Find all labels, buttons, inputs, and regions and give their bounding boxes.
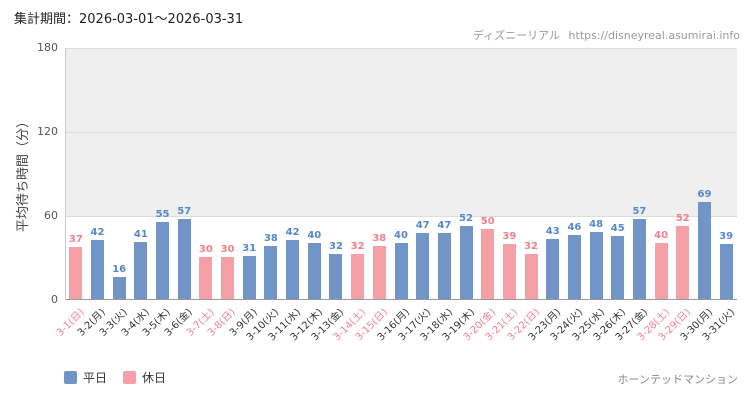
bar-value-label: 43 [545, 225, 560, 237]
bar-3-16(月) [394, 243, 408, 299]
gridline-60 [65, 216, 737, 217]
bar-3-7(土) [199, 257, 213, 299]
bar-3-9(月) [242, 255, 256, 299]
bar-3-4(水) [134, 241, 148, 299]
bar-value-label: 47 [437, 220, 452, 232]
gridline-180 [65, 48, 737, 49]
bar-3-5(木) [156, 222, 170, 299]
legend-swatch-weekday [64, 371, 77, 384]
bar-value-label: 57 [177, 206, 192, 218]
bar-value-label: 30 [220, 244, 235, 255]
bar-value-label: 48 [589, 218, 604, 230]
bar-value-label: 38 [372, 232, 387, 244]
plot-area: 37 3-1(日) 42 3-2(月) 16 3-3(火) 41 3-4(水) 55 3-5(木)… [55, 48, 737, 343]
bar-value-label: 46 [567, 221, 582, 233]
bar-3-21(土) [502, 244, 516, 299]
bar-3-24(火) [567, 234, 581, 299]
y-tick-label-180: 180 [37, 41, 58, 54]
bar-3-23(月) [546, 238, 560, 299]
bar-3-11(水) [286, 240, 300, 299]
bar-3-25(水) [589, 231, 603, 299]
bar-value-label: 52 [675, 213, 690, 225]
y-tick-label-120: 120 [37, 125, 58, 138]
bar-3-31(火) [719, 244, 733, 299]
bar-3-27(金) [632, 219, 646, 299]
bar-value-label: 57 [632, 206, 647, 218]
bar-3-1(日) [69, 247, 83, 299]
site-url: https://disneyreal.asumirai.info [568, 29, 740, 42]
bar-3-6(金) [177, 219, 191, 299]
bar-3-10(火) [264, 245, 278, 299]
bar-value-label: 45 [610, 223, 625, 234]
legend-label-holiday: 休日 [142, 371, 167, 385]
bar-3-2(月) [91, 240, 105, 299]
period-label: 集計期間：2026-03-01～2026-03-31 [14, 12, 244, 27]
bar-value-label: 16 [112, 263, 127, 275]
bar-3-18(水) [437, 233, 451, 299]
y-axis-line [65, 48, 66, 300]
bar-3-12(木) [307, 243, 321, 299]
bar-3-28(土) [654, 243, 668, 299]
x-axis-line [65, 299, 737, 300]
bar-value-label: 40 [394, 230, 408, 241]
bar-3-29(日) [676, 226, 690, 299]
bar-value-label: 41 [133, 228, 148, 240]
bar-value-label: 32 [328, 241, 343, 253]
bar-value-label: 30 [198, 244, 213, 255]
bar-value-label: 50 [480, 216, 495, 227]
bar-value-label: 40 [654, 230, 669, 241]
bar-value-label: 69 [697, 189, 712, 201]
bar-3-13(金) [329, 254, 343, 299]
bar-3-15(日) [372, 245, 386, 299]
bar-value-label: 52 [459, 213, 473, 225]
bar-3-26(木) [611, 236, 625, 299]
site-credit: ディズニーリアル https://disneyreal.asumirai.inf… [473, 27, 740, 43]
bar-value-label: 38 [263, 232, 278, 244]
bar-3-19(木) [459, 226, 473, 299]
bar-3-17(火) [416, 233, 430, 299]
legend: 平日 休日 [64, 369, 182, 386]
bar-value-label: 47 [415, 220, 430, 232]
bar-value-label: 40 [307, 230, 322, 241]
bar-3-3(火) [112, 276, 126, 299]
bar-value-label: 39 [502, 231, 517, 243]
bar-value-label: 32 [524, 241, 539, 253]
bar-value-label: 31 [242, 242, 257, 254]
y-tick-label-60: 60 [44, 209, 58, 222]
legend-swatch-holiday [123, 371, 137, 384]
bar-value-label: 55 [155, 209, 170, 220]
bar-value-label: 37 [68, 234, 83, 246]
bar-value-label: 32 [350, 241, 365, 253]
bar-value-label: 42 [285, 227, 300, 239]
bar-value-label: 39 [719, 231, 734, 243]
legend-label-weekday: 平日 [83, 371, 108, 385]
bar-3-30(月) [697, 202, 711, 299]
bar-3-20(金) [481, 229, 495, 299]
bar-3-14(土) [351, 254, 365, 299]
bar-3-8(日) [221, 257, 235, 299]
bar-value-label: 42 [90, 227, 105, 239]
attraction-name: ホーンテッドマンション [617, 373, 738, 386]
gridline-120 [65, 132, 737, 133]
bar-3-22(日) [524, 254, 538, 299]
brand-name: ディズニーリアル [472, 29, 561, 42]
y-tick-label-0: 0 [51, 293, 58, 306]
